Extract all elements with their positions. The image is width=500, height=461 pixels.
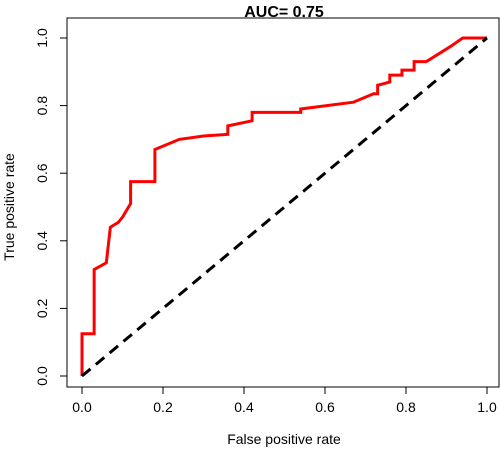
y-tick-label: 0.6 [34, 163, 50, 183]
y-tick-label: 0.4 [34, 231, 50, 251]
x-tick-label: 0.8 [396, 399, 416, 415]
y-axis-label: True positive rate [1, 153, 17, 261]
x-tick-label: 0.4 [234, 399, 254, 415]
x-tick-label: 0.0 [72, 399, 92, 415]
x-tick-label: 0.6 [315, 399, 335, 415]
x-tick-label: 1.0 [477, 399, 497, 415]
roc-curve [80, 36, 487, 376]
y-tick-label: 0.8 [34, 96, 50, 116]
plot-series [80, 36, 488, 378]
y-tick-label: 1.0 [34, 28, 50, 48]
reference-diagonal-line [81, 36, 488, 378]
y-tick-label: 0.2 [34, 298, 50, 318]
x-axis-label: False positive rate [227, 431, 341, 447]
axes: 0.0 0.2 0.4 0.6 0.8 1.0 0.0 0.2 0.4 0.6 0.8 1.0 [34, 17, 500, 415]
chart-title: AUC= 0.75 [244, 4, 324, 21]
y-tick-label: 0.0 [34, 366, 50, 386]
x-tick-label: 0.2 [153, 399, 173, 415]
